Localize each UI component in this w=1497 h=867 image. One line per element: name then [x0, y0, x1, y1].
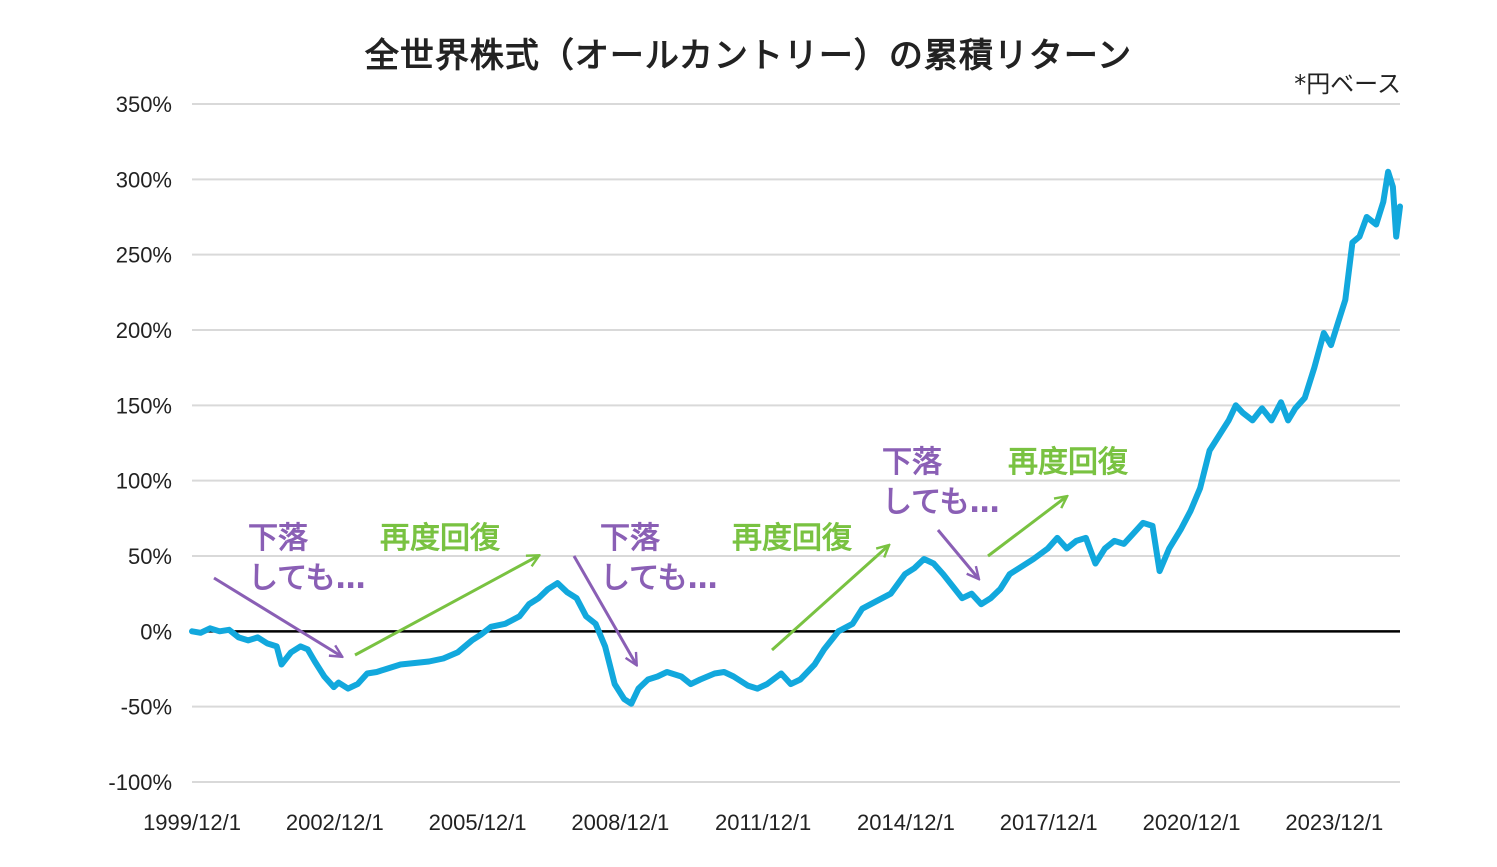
series-layer [189, 168, 1403, 707]
decline-annotation: しても… [248, 561, 366, 596]
chart-title: 全世界株式（オールカントリー）の累積リターン [364, 36, 1133, 76]
y-tick-label: -50% [121, 695, 172, 720]
decline-arrow [572, 555, 636, 664]
decline-annotation: 下落 [882, 445, 943, 480]
decline-arrow [213, 576, 341, 656]
y-tick-label: 50% [128, 544, 172, 569]
y-tick-label: 200% [116, 318, 172, 343]
y-tick-label: 150% [116, 393, 172, 418]
y-tick-label: 250% [116, 243, 172, 268]
x-axis-ticks: 1999/12/1 2002/12/1 2005/12/1 2008/12/1 2011… [143, 810, 1383, 835]
decline-annotation: しても… [600, 561, 718, 596]
decline-arrow [936, 529, 978, 578]
decline-annotation: しても… [882, 485, 1000, 520]
x-tick-label: 2005/12/1 [429, 810, 527, 835]
decline-annotation: 下落 [248, 521, 309, 556]
x-tick-label: 2011/12/1 [715, 810, 811, 835]
x-tick-label: 2023/12/1 [1285, 810, 1383, 835]
x-tick-label: 2002/12/1 [286, 810, 384, 835]
y-tick-label: 100% [116, 469, 172, 494]
recovery-arrow [987, 497, 1066, 558]
y-tick-label: 350% [116, 92, 172, 117]
x-tick-label: 1999/12/1 [143, 810, 241, 835]
recovery-annotation: 再度回復 [380, 521, 501, 556]
x-tick-label: 2008/12/1 [571, 810, 669, 835]
series-line [189, 168, 1403, 707]
x-tick-label: 2020/12/1 [1143, 810, 1241, 835]
x-tick-label: 2017/12/1 [1000, 810, 1098, 835]
y-tick-label: 0% [140, 619, 172, 644]
y-tick-label: -100% [108, 770, 172, 795]
x-tick-label: 2014/12/1 [857, 810, 955, 835]
recovery-annotation: 再度回復 [1008, 445, 1129, 480]
recovery-arrow [770, 546, 888, 652]
grid-layer [192, 103, 1400, 783]
currency-note: *円ベース [1294, 70, 1401, 98]
decline-annotation: 下落 [600, 521, 661, 556]
y-tick-label: 300% [116, 167, 172, 192]
recovery-arrow [354, 556, 538, 657]
recovery-annotation: 再度回復 [732, 521, 853, 556]
y-axis-ticks: -100% -50% 0% 50% 100% 150% 200% 250% 300% 350% [108, 92, 172, 795]
